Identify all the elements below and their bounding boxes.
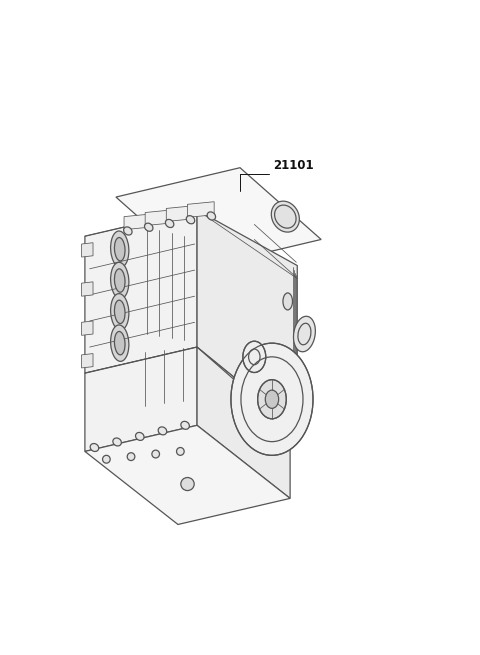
Polygon shape	[116, 168, 321, 269]
Ellipse shape	[271, 201, 300, 232]
Ellipse shape	[152, 450, 159, 458]
Ellipse shape	[166, 219, 174, 227]
Ellipse shape	[283, 293, 292, 310]
Polygon shape	[82, 243, 93, 257]
Polygon shape	[145, 210, 172, 225]
Circle shape	[265, 390, 279, 408]
Ellipse shape	[114, 300, 125, 324]
Ellipse shape	[293, 316, 315, 352]
Polygon shape	[85, 210, 197, 373]
Ellipse shape	[207, 212, 216, 220]
Ellipse shape	[114, 331, 125, 355]
Ellipse shape	[114, 269, 125, 292]
Ellipse shape	[103, 455, 110, 463]
Polygon shape	[124, 214, 151, 230]
Ellipse shape	[114, 238, 125, 261]
Ellipse shape	[124, 227, 132, 235]
Text: 21101: 21101	[274, 159, 314, 172]
Ellipse shape	[135, 432, 144, 440]
Polygon shape	[166, 206, 193, 221]
Ellipse shape	[144, 223, 153, 231]
Polygon shape	[85, 347, 197, 451]
Circle shape	[258, 380, 286, 419]
Polygon shape	[197, 210, 297, 428]
Polygon shape	[82, 321, 93, 335]
Ellipse shape	[177, 447, 184, 455]
Circle shape	[231, 343, 313, 455]
Ellipse shape	[110, 325, 129, 362]
Ellipse shape	[127, 453, 135, 460]
Polygon shape	[82, 282, 93, 296]
Polygon shape	[187, 202, 214, 217]
Ellipse shape	[113, 438, 121, 446]
Ellipse shape	[110, 231, 129, 267]
Ellipse shape	[110, 293, 129, 330]
Ellipse shape	[186, 215, 195, 224]
Ellipse shape	[90, 443, 99, 451]
Ellipse shape	[181, 477, 194, 491]
Polygon shape	[197, 347, 290, 498]
Ellipse shape	[158, 427, 167, 435]
Circle shape	[243, 341, 266, 373]
Ellipse shape	[110, 263, 129, 299]
Polygon shape	[82, 354, 93, 368]
Ellipse shape	[181, 421, 190, 429]
Polygon shape	[85, 425, 290, 525]
